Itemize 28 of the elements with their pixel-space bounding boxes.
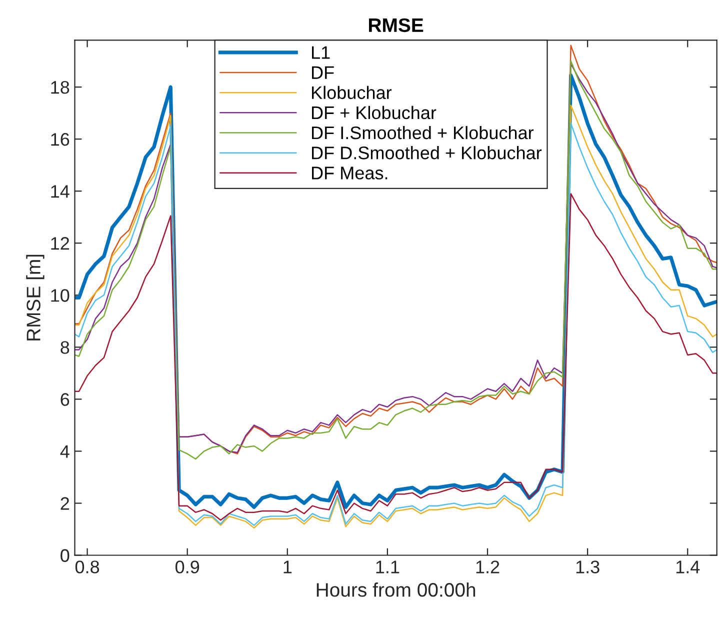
x-tick-label: 0.9 — [175, 560, 200, 574]
y-tick-label: 8 — [60, 341, 70, 354]
legend-label: DF I.Smoothed + Klobuchar — [312, 126, 534, 140]
x-tick-label: 1.4 — [676, 560, 700, 574]
y-tick-label: 16 — [51, 133, 70, 146]
legend-label: DF + Klobuchar — [312, 106, 436, 120]
legend-label: DF Meas. — [312, 166, 388, 180]
x-axis-title: Hours from 00:00h — [316, 582, 476, 597]
legend-label: L1 — [312, 46, 330, 59]
chart-title: RMSE — [369, 18, 424, 32]
line-series — [74, 193, 717, 521]
y-tick-label: 6 — [60, 393, 70, 406]
y-tick-label: 14 — [51, 185, 70, 198]
y-tick-label: 0 — [60, 549, 70, 562]
y-tick-label: 18 — [51, 80, 70, 94]
legend-label: DF D.Smoothed + Klobuchar — [312, 146, 542, 160]
x-tick-label: 1 — [284, 560, 292, 574]
y-tick-label: 12 — [51, 237, 70, 250]
y-tick-label: 10 — [51, 289, 70, 302]
x-tick-label: 1.1 — [376, 560, 400, 574]
x-tick-label: 1.3 — [576, 560, 600, 574]
legend-label: Klobuchar — [312, 86, 392, 100]
y-axis-title: RMSE [m] — [26, 254, 44, 340]
legend-label: DF — [312, 66, 334, 79]
y-tick-label: 4 — [60, 445, 70, 458]
x-tick-label: 1.2 — [476, 560, 500, 574]
x-tick-label: 0.8 — [75, 560, 100, 574]
y-tick-label: 2 — [60, 497, 70, 510]
